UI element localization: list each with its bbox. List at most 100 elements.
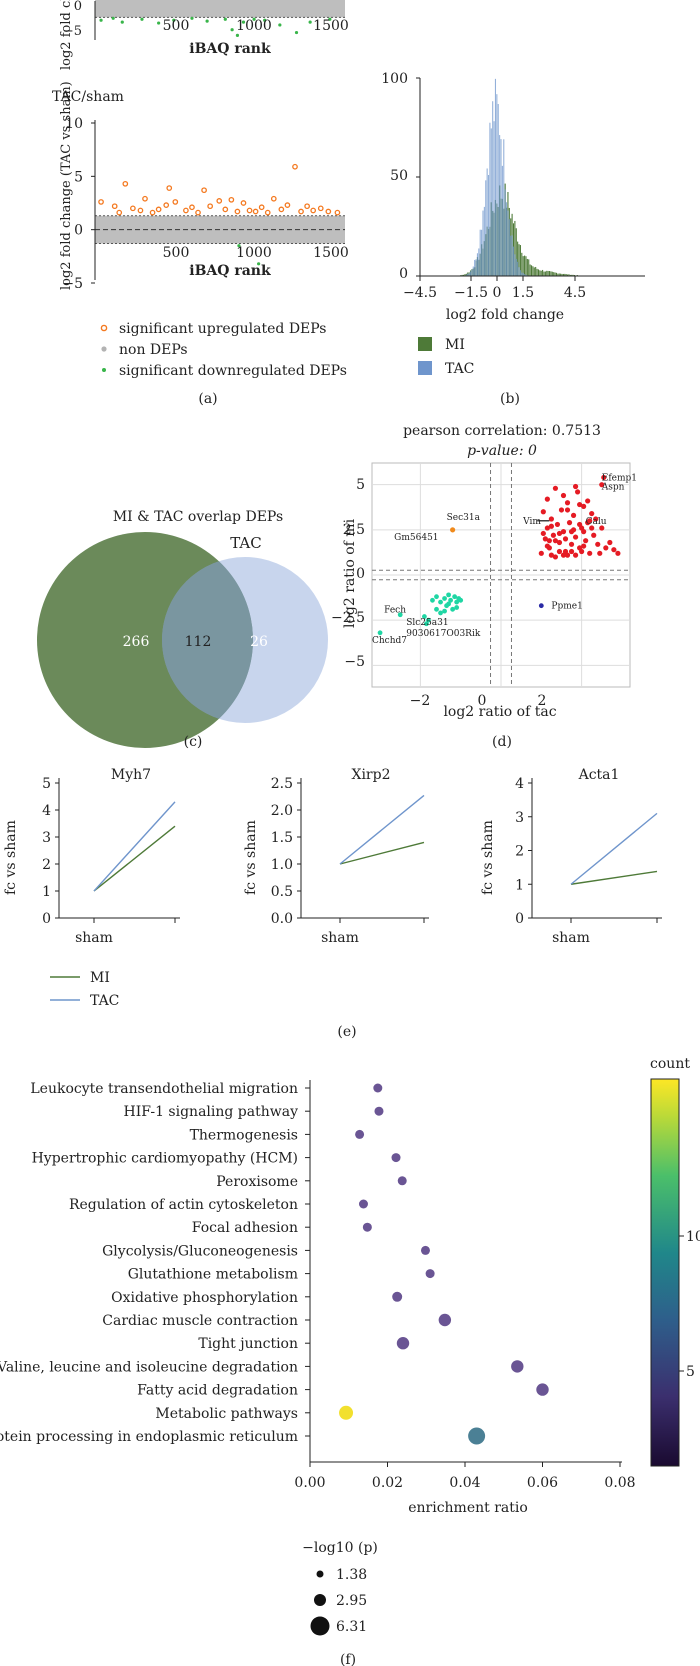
d-subtitle: p-value: 0 bbox=[467, 443, 537, 459]
b-bar-mi bbox=[569, 274, 571, 276]
a-up-point bbox=[252, 208, 259, 215]
b-bar-tac bbox=[515, 258, 517, 276]
d-red-point bbox=[560, 529, 567, 535]
b-legend-mi-swatch bbox=[418, 337, 432, 351]
a-up-point bbox=[122, 180, 129, 187]
d-gene-label: Slc25a31 bbox=[406, 618, 448, 628]
d-cyan-point bbox=[424, 621, 429, 627]
d-red-point bbox=[589, 510, 595, 517]
d-cyan-point bbox=[438, 610, 443, 616]
a-ytick-label: −5 bbox=[62, 276, 83, 292]
a-up-point bbox=[130, 205, 136, 212]
b-bar-tac bbox=[468, 273, 470, 276]
b-bar-mi bbox=[517, 241, 519, 276]
d-red-point bbox=[556, 530, 563, 537]
d-red-point bbox=[589, 525, 595, 531]
d-red-point bbox=[552, 554, 559, 560]
d-gene-label: Ppme1 bbox=[551, 602, 582, 612]
d-red-point bbox=[560, 552, 567, 558]
d-red-point bbox=[564, 552, 571, 558]
a-top-down-point bbox=[308, 20, 312, 24]
b-bar-mi bbox=[564, 273, 566, 276]
e-ytick-label: 4 bbox=[515, 776, 524, 792]
c-mi-only-count: 266 bbox=[123, 634, 150, 650]
e-ytick-label: 0.5 bbox=[271, 884, 293, 900]
a-up-point bbox=[258, 204, 265, 211]
f-size-legend-title: −log10 (p) bbox=[302, 1540, 378, 1556]
b-bar-tac bbox=[489, 122, 491, 277]
a-top-down-point bbox=[278, 23, 282, 27]
a-up-point bbox=[201, 187, 207, 194]
panel-e: Myh7 Xirp2 Acta1 5 4 3 2 1 0 2.5 2.0 1.5 1.0 0.5 0.… bbox=[3, 767, 662, 1040]
b-bar-mi bbox=[544, 271, 546, 276]
panel-b: 100 50 0 −4.5 −1.5 0 1.5 4.5 log2 fold c… bbox=[381, 71, 645, 407]
b-bar-mi bbox=[565, 274, 567, 276]
d-xtick-0: −2 bbox=[410, 693, 431, 709]
legend-down-marker bbox=[102, 368, 106, 372]
e-xlabel-1: sham bbox=[75, 930, 113, 946]
e-ytick-label: 1 bbox=[515, 877, 524, 893]
b-bar-tac bbox=[500, 139, 502, 276]
f-term-label: Cardiac muscle contraction bbox=[102, 1313, 298, 1329]
b-bar-mi bbox=[535, 266, 537, 276]
a-up-point bbox=[111, 203, 118, 210]
d-ytick-2: 0 bbox=[356, 566, 365, 582]
d-red-point bbox=[564, 500, 571, 506]
e-line-mi bbox=[93, 825, 176, 892]
e-ytick-label: 2.5 bbox=[271, 776, 293, 792]
f-term-point bbox=[355, 1129, 365, 1139]
d-ylabel: log2 ratio of mi bbox=[342, 518, 358, 628]
e-title-3: Acta1 bbox=[578, 767, 620, 783]
a-xtick-2: 1500 bbox=[313, 245, 349, 261]
a-up-point bbox=[264, 209, 271, 216]
d-red-point bbox=[577, 501, 583, 508]
b-bar-tac bbox=[494, 78, 497, 276]
e-legend-tac-label: TAC bbox=[90, 993, 119, 1009]
d-red-point bbox=[544, 543, 550, 549]
a-top-down-point bbox=[241, 20, 246, 24]
legend-down-label: significant downregulated DEPs bbox=[119, 363, 347, 379]
a-top-ytick-0: 0 bbox=[74, 0, 82, 14]
d-marks bbox=[377, 474, 621, 636]
d-red-point bbox=[581, 503, 587, 509]
f-term-label: Hypertrophic cardiomyopathy (HCM) bbox=[32, 1151, 298, 1167]
c-tac-only-count: 26 bbox=[250, 634, 268, 650]
d-ytick-1: 2.5 bbox=[343, 522, 365, 538]
b-bar-mi bbox=[551, 271, 553, 276]
d-red-point bbox=[556, 548, 563, 555]
d-red-point bbox=[591, 532, 597, 538]
b-bar-mi bbox=[567, 274, 569, 276]
b-bar-tac bbox=[503, 139, 505, 276]
d-red-point bbox=[556, 539, 563, 546]
d-gene-label: Efemp1 bbox=[602, 473, 637, 483]
d-ytick-0: 5 bbox=[356, 477, 365, 493]
d-red-point bbox=[540, 509, 546, 515]
d-red-point bbox=[579, 548, 585, 555]
a-up-point bbox=[189, 204, 195, 211]
d-red-point bbox=[546, 538, 552, 544]
c-title: MI & TAC overlap DEPs bbox=[113, 509, 283, 525]
d-red-point bbox=[574, 489, 581, 495]
f-xtick-label: 0.06 bbox=[527, 1475, 558, 1491]
a-up-point bbox=[207, 203, 214, 210]
a-up-point bbox=[155, 206, 162, 213]
d-red-point bbox=[550, 532, 557, 538]
a-up-point bbox=[116, 209, 123, 216]
e-title-2: Xirp2 bbox=[351, 767, 390, 783]
d-red-point bbox=[568, 541, 575, 547]
d-cyan-point bbox=[434, 606, 439, 612]
f-size-legend-dot-1 bbox=[314, 1594, 326, 1606]
a-top-marks bbox=[95, 0, 345, 38]
a-top-down-point bbox=[172, 18, 176, 22]
d-red-point bbox=[558, 507, 565, 513]
b-bar-mi bbox=[518, 244, 520, 276]
d-cyan-point bbox=[448, 597, 454, 603]
f-marks bbox=[339, 1083, 549, 1445]
f-term-point bbox=[391, 1153, 401, 1163]
f-term-label: Glycolysis/Gluconeogenesis bbox=[102, 1243, 298, 1259]
b-bar-mi bbox=[572, 274, 574, 276]
a-up-point bbox=[166, 185, 173, 191]
a-ytick-label: 0 bbox=[74, 223, 83, 239]
e-ytick-label: 0.0 bbox=[271, 911, 293, 927]
d-ytick-4: −5 bbox=[344, 654, 365, 670]
